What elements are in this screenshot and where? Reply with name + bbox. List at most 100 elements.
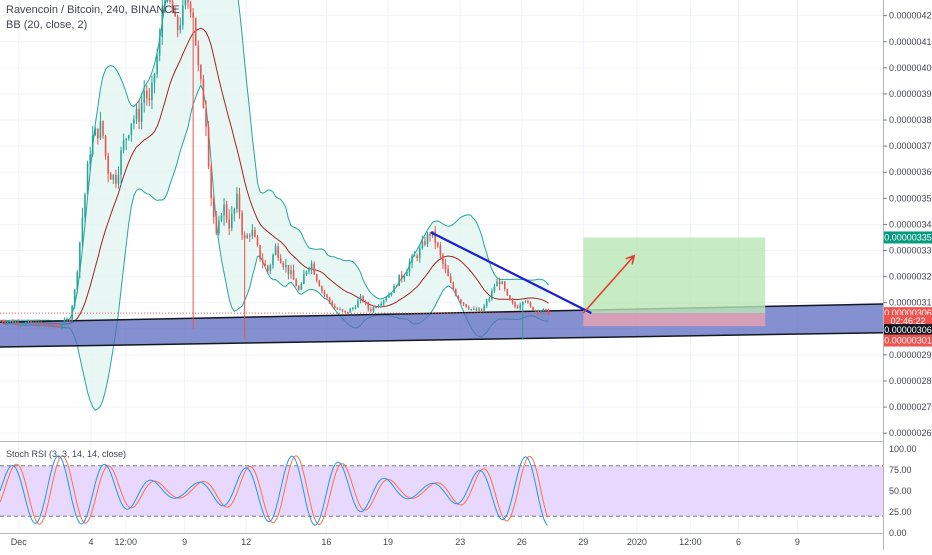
candle — [545, 308, 547, 310]
candle — [449, 276, 452, 283]
candle — [215, 216, 218, 233]
rsi-indicator-label: Stoch RSI (3, 3, 14, 14, close) — [6, 449, 126, 459]
bb-middle-line — [0, 27, 549, 325]
candle — [370, 309, 372, 311]
candle — [501, 281, 503, 285]
candle — [315, 274, 318, 281]
candle — [429, 233, 431, 236]
candle — [483, 305, 485, 311]
candle — [493, 286, 496, 291]
candle — [475, 308, 478, 311]
candle — [133, 119, 135, 124]
candle — [48, 325, 50, 327]
candle — [86, 163, 89, 195]
candle — [542, 308, 545, 312]
candle — [91, 135, 94, 155]
candle — [462, 302, 465, 305]
rsi-tick-label: 100.00 — [889, 444, 917, 454]
candle — [300, 283, 303, 290]
price-tick-label: 0.00000390 — [889, 89, 932, 99]
candle — [246, 235, 249, 239]
candle — [290, 270, 292, 275]
candle — [310, 263, 313, 269]
candle — [158, 37, 161, 56]
price-tick-label: 0.00000320 — [889, 272, 932, 282]
candle — [205, 108, 207, 127]
price-tick-label: 0.00000290 — [889, 350, 932, 360]
candle — [478, 308, 480, 311]
candle — [22, 324, 24, 326]
drawings[interactable] — [0, 231, 636, 315]
candle — [521, 301, 524, 305]
candle — [395, 285, 398, 287]
candle — [94, 128, 97, 136]
candle — [372, 307, 375, 311]
candle — [344, 310, 346, 312]
price-tick-label: 0.00000350 — [889, 193, 932, 203]
candle — [151, 82, 153, 101]
candle — [24, 322, 27, 325]
candle — [452, 282, 455, 290]
price-tick-label: 0.00000360 — [889, 167, 932, 177]
candle — [164, 1, 166, 8]
price-tag-label: 02:46:22 — [890, 316, 925, 326]
candle — [63, 319, 66, 326]
candle — [321, 286, 323, 292]
candle — [519, 304, 522, 309]
candle — [145, 90, 148, 99]
rsi-tick-label: 75.00 — [889, 465, 912, 475]
candle — [352, 308, 354, 310]
candle — [76, 272, 79, 290]
time-tick-label: 4 — [88, 537, 93, 547]
time-tick-label: 9 — [182, 537, 187, 547]
candle — [364, 301, 367, 303]
candle — [328, 297, 331, 302]
rsi-tick-label: 50.00 — [889, 486, 912, 496]
price-tag-label: 0.00000335 — [884, 232, 932, 242]
time-tick-label: 19 — [383, 537, 393, 547]
price-tick-label: 0.00000420 — [889, 11, 932, 21]
candle — [9, 321, 12, 323]
candle — [238, 193, 241, 213]
candle — [491, 290, 493, 299]
candle — [390, 292, 393, 295]
candle — [207, 126, 210, 167]
candle — [233, 209, 236, 214]
candle — [480, 308, 483, 311]
candle — [503, 281, 506, 290]
candle — [295, 279, 297, 287]
candle — [55, 325, 58, 327]
candle — [143, 90, 146, 103]
price-tag — [884, 231, 932, 244]
candle — [12, 321, 14, 324]
candle — [166, 0, 169, 2]
long-position-tool[interactable] — [583, 237, 766, 327]
candle — [406, 271, 408, 276]
candle — [524, 301, 527, 303]
time-tick-label: 23 — [455, 537, 465, 547]
candle — [292, 270, 295, 280]
candle — [498, 281, 501, 285]
candle — [436, 242, 439, 246]
rsi-band — [0, 465, 883, 517]
candle — [17, 321, 19, 325]
time-tick-label: 2020 — [627, 537, 647, 547]
candle — [135, 109, 138, 120]
price-tag — [884, 334, 932, 347]
candle — [267, 265, 269, 272]
indicator-label: BB (20, close, 2) — [6, 19, 87, 31]
candle — [89, 154, 91, 164]
candle — [97, 128, 99, 139]
candle — [99, 121, 102, 139]
candle — [527, 301, 529, 303]
price-axis-background — [883, 0, 932, 550]
bb-fill — [0, 0, 549, 411]
candle — [256, 236, 259, 246]
candle — [385, 297, 388, 301]
candle — [14, 321, 17, 324]
candle — [488, 298, 491, 301]
bb-upper-line — [0, 0, 549, 322]
